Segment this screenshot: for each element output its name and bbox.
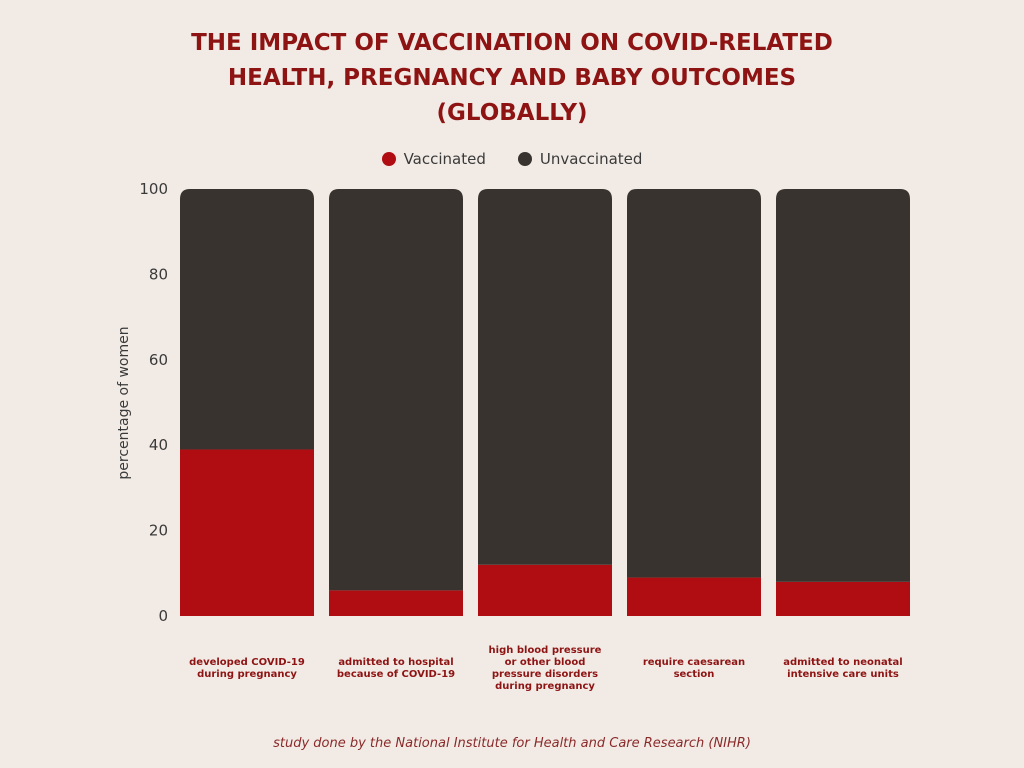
- y-tick-label: 60: [149, 351, 168, 369]
- bar-unvaccinated: [180, 189, 314, 450]
- category-label-line: admitted to neonatal: [783, 657, 902, 668]
- y-axis-label: percentage of women: [116, 326, 132, 479]
- y-tick-label: 80: [149, 265, 168, 283]
- bar-unvaccinated: [478, 189, 612, 565]
- category-label-line: pressure disorders: [492, 669, 598, 680]
- y-tick-label: 40: [149, 436, 168, 454]
- category-label-line: because of COVID-19: [337, 669, 455, 680]
- footnote: study done by the National Institute for…: [273, 736, 751, 751]
- chart-title-line: (GLOBALLY): [436, 100, 588, 126]
- bar-group: [180, 189, 314, 616]
- y-tick-label: 0: [158, 607, 168, 625]
- category-label: require caesarean section: [643, 657, 745, 680]
- category-label-line: or other blood: [505, 657, 586, 668]
- category-label-line: intensive care units: [787, 669, 899, 680]
- y-tick-label: 100: [139, 180, 168, 198]
- chart-title-line: THE IMPACT OF VACCINATION ON COVID-RELAT…: [191, 30, 833, 56]
- bar-unvaccinated: [329, 189, 463, 591]
- legend-swatch-vaccinated: [381, 152, 396, 166]
- legend-label-unvaccinated: Unvaccinated: [539, 150, 643, 168]
- category-label: developed COVID-19 during pregnancy: [189, 657, 305, 680]
- bar-group: [329, 189, 463, 616]
- category-label-line: high blood pressure: [489, 645, 602, 656]
- legend: Vaccinated Unvaccinated: [0, 150, 1024, 168]
- chart-title-line: HEALTH, PREGNANCY AND BABY OUTCOMES: [227, 65, 797, 91]
- category-label-line: section: [674, 669, 715, 680]
- bar-unvaccinated: [627, 189, 761, 578]
- category-label: admitted to neonatal intensive care units: [783, 657, 902, 680]
- bar-vaccinated: [776, 581, 910, 616]
- bar-vaccinated: [627, 577, 761, 616]
- category-label-line: during pregnancy: [197, 669, 297, 680]
- bar-vaccinated: [329, 590, 463, 616]
- category-label: high blood pressure or other blood pressur…: [489, 645, 602, 692]
- bar-group: [776, 189, 910, 616]
- legend-swatch-unvaccinated: [517, 152, 532, 166]
- category-label-line: developed COVID-19: [189, 657, 305, 668]
- bar-vaccinated: [478, 564, 612, 616]
- category-label-line: require caesarean: [643, 657, 745, 668]
- legend-item-vaccinated: Vaccinated: [381, 150, 486, 168]
- category-label-line: admitted to hospital: [338, 657, 453, 668]
- y-tick-label: 20: [149, 522, 168, 540]
- bar-group: [627, 189, 761, 616]
- bar-group: [478, 189, 612, 616]
- bar-unvaccinated: [776, 189, 910, 582]
- legend-label-vaccinated: Vaccinated: [403, 150, 486, 168]
- category-label: admitted to hospital because of COVID-19: [337, 657, 455, 680]
- bar-vaccinated: [180, 449, 314, 616]
- chart-title: THE IMPACT OF VACCINATION ON COVID-RELAT…: [0, 26, 1024, 131]
- legend-item-unvaccinated: Unvaccinated: [517, 150, 643, 168]
- category-label-line: during pregnancy: [495, 681, 595, 692]
